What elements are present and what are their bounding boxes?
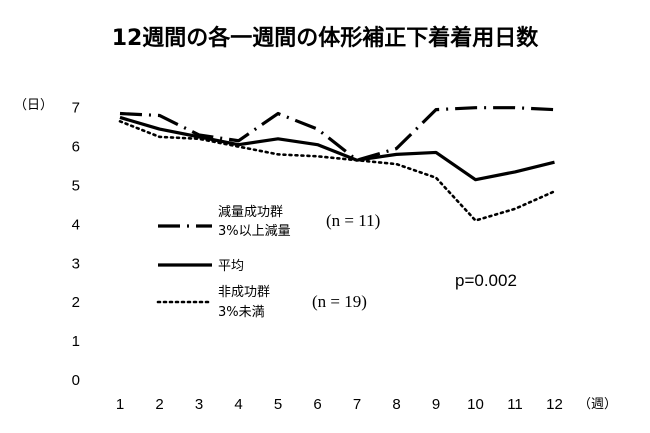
series-line-nonsuccess — [118, 120, 556, 222]
series-line-success — [119, 106, 555, 162]
x-tick-label: 8 — [392, 396, 400, 413]
legend-success-line2: 3%以上減量 — [218, 223, 291, 239]
y-tick-label: 1 — [72, 333, 80, 350]
p-value-annotation: p=0.002 — [455, 271, 517, 290]
x-tick-label: 3 — [195, 396, 203, 413]
y-tick-label: 2 — [72, 294, 80, 311]
legend-success-n: (n = 11) — [326, 211, 380, 230]
y-tick-label: 4 — [72, 216, 80, 233]
y-tick-label: 0 — [72, 372, 80, 389]
y-unit-label: （日） — [14, 98, 53, 113]
x-tick-label: 12 — [546, 396, 563, 413]
y-tick-label: 6 — [72, 139, 80, 156]
plot-area — [118, 106, 556, 222]
x-unit-label: （週） — [578, 397, 617, 412]
x-tick-label: 10 — [467, 396, 484, 413]
y-axis: 0 1 2 3 4 5 6 7 — [72, 100, 80, 389]
x-tick-label: 5 — [274, 396, 282, 413]
x-tick-label: 7 — [353, 396, 361, 413]
legend-average-label: 平均 — [218, 259, 244, 274]
x-tick-label: 6 — [313, 396, 321, 413]
x-tick-label: 2 — [155, 396, 163, 413]
legend-nonsuccess-line1: 非成功群 — [218, 285, 270, 300]
x-tick-label: 1 — [116, 396, 124, 413]
chart-title: 12週間の各一週間の体形補正下着着用日数 — [112, 25, 540, 51]
legend-nonsuccess-line2: 3%未満 — [218, 305, 265, 320]
legend-nonsuccess-n: (n = 19) — [312, 292, 367, 311]
legend-success-line1: 減量成功群 — [218, 204, 283, 220]
legend: 減量成功群 3%以上減量 (n = 11) 平均 非成功群 3%未満 (n = … — [156, 204, 380, 320]
y-tick-label: 5 — [72, 178, 80, 195]
x-axis: 1 2 3 4 5 6 7 8 9 10 11 12 — [116, 396, 563, 413]
x-tick-label: 9 — [432, 396, 440, 413]
x-tick-label: 4 — [234, 396, 242, 413]
y-tick-label: 3 — [72, 255, 80, 272]
x-tick-label: 11 — [507, 396, 523, 413]
series-line-average — [119, 115, 555, 182]
y-tick-label: 7 — [72, 100, 80, 117]
